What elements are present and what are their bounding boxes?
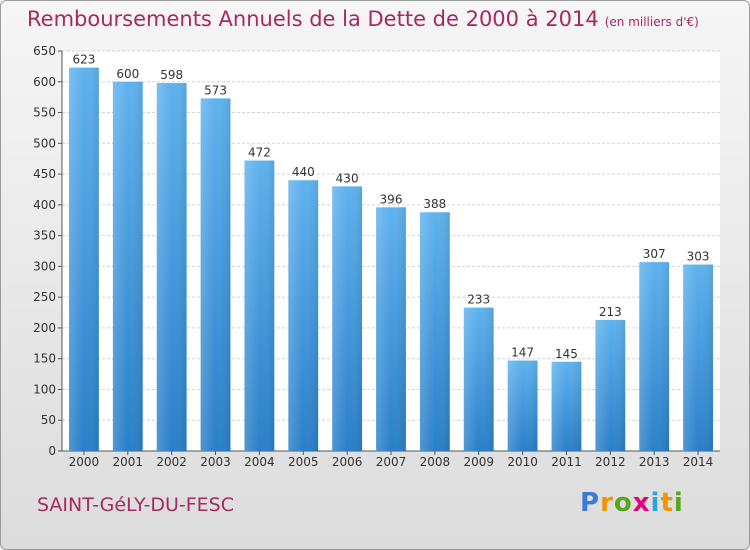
bar-highlight — [288, 180, 319, 451]
data-label: 396 — [380, 192, 403, 206]
bar-highlight — [200, 98, 231, 451]
bars — [69, 67, 713, 452]
bar-highlight — [156, 83, 187, 451]
y-tick-label: 650 — [33, 44, 56, 58]
bar-highlight — [595, 319, 626, 451]
data-label: 472 — [248, 146, 271, 160]
y-tick-label: 350 — [33, 229, 56, 243]
data-label: 233 — [467, 293, 490, 307]
x-tick-label: 2004 — [244, 455, 275, 469]
logo-letter: i — [673, 488, 684, 518]
y-tick-label: 50 — [41, 413, 56, 427]
x-tick-label: 2012 — [595, 455, 626, 469]
y-tick-label: 300 — [33, 259, 56, 273]
x-tick-label: 2009 — [463, 455, 494, 469]
labels: 0 50 100 150 200 250 300 350 400 450 500 550 600 650 2… — [33, 44, 713, 469]
x-tick-label: 2011 — [551, 455, 582, 469]
bar-highlight — [69, 67, 99, 451]
data-label: 430 — [336, 171, 359, 185]
y-tick-label: 450 — [33, 167, 56, 181]
logo-letter: o — [613, 488, 633, 518]
data-label: 213 — [599, 305, 622, 319]
y-tick-label: 550 — [33, 106, 56, 120]
data-label: 147 — [511, 346, 534, 360]
bar-highlight — [507, 360, 538, 451]
x-tick-label: 2000 — [69, 455, 100, 469]
chart-title: Remboursements Annuels de la Dette de 20… — [27, 7, 699, 31]
bar-highlight — [112, 81, 143, 452]
title-text: Remboursements Annuels de la Dette de 20… — [27, 7, 599, 31]
data-label: 388 — [423, 197, 446, 211]
y-tick-label: 200 — [33, 321, 56, 335]
y-tick-label: 0 — [48, 444, 56, 458]
data-label: 145 — [555, 347, 578, 361]
x-tick-label: 2006 — [332, 455, 363, 469]
y-tick-label: 150 — [33, 352, 56, 366]
bar-highlight — [332, 186, 363, 451]
logo-letter: r — [600, 488, 614, 518]
logo-letter: i — [650, 488, 661, 518]
commune-name: SAINT-GéLY-DU-FESC — [37, 494, 234, 516]
y-tick-label: 250 — [33, 290, 56, 304]
x-tick-label: 2003 — [200, 455, 231, 469]
x-tick-label: 2014 — [683, 455, 714, 469]
bar-highlight — [463, 307, 494, 451]
bar-highlight — [419, 212, 450, 451]
x-tick-label: 2007 — [376, 455, 407, 469]
data-label: 440 — [292, 165, 315, 179]
data-label: 307 — [643, 247, 666, 261]
x-tick-label: 2013 — [639, 455, 670, 469]
y-tick-label: 600 — [33, 75, 56, 89]
bar-highlight — [551, 361, 582, 451]
y-tick-label: 100 — [33, 382, 56, 396]
bar-highlight — [376, 207, 406, 451]
x-tick-label: 2010 — [507, 455, 538, 469]
data-label: 600 — [116, 67, 139, 81]
bar-highlight — [639, 262, 670, 451]
proxiti-logo[interactable]: Proxiti — [580, 488, 684, 518]
x-tick-label: 2001 — [113, 455, 144, 469]
x-tick-label: 2008 — [420, 455, 451, 469]
logo-letter: x — [632, 488, 651, 518]
logo-letter: t — [660, 488, 674, 518]
data-label: 598 — [160, 68, 183, 82]
data-label: 303 — [687, 250, 710, 264]
data-label: 623 — [72, 53, 95, 67]
x-tick-label: 2002 — [156, 455, 187, 469]
y-tick-label: 500 — [33, 136, 56, 150]
bar-highlight — [683, 264, 713, 451]
data-label: 573 — [204, 83, 227, 97]
logo-letter: P — [580, 488, 601, 518]
unit-label: (en milliers d'€) — [604, 15, 699, 29]
x-tick-label: 2005 — [288, 455, 319, 469]
bar-highlight — [244, 160, 275, 452]
y-tick-label: 400 — [33, 198, 56, 212]
